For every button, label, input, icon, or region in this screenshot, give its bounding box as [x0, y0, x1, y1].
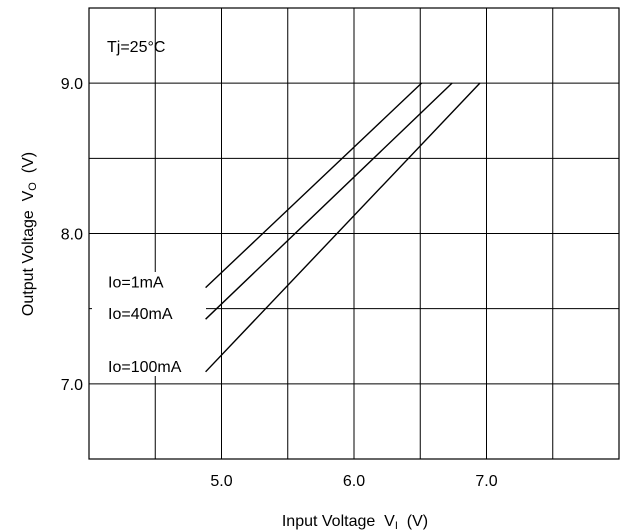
x-tick-label: 5.0 [210, 473, 232, 490]
series-line [205, 82, 423, 289]
series-labels: Io=1mA Io=40mA Io=100mA [108, 275, 182, 376]
x-tick-label: 6.0 [343, 473, 365, 490]
series-label: Io=100mA [108, 359, 182, 376]
y-tick-label: 7.0 [61, 377, 83, 394]
x-tick-labels: 5.0 6.0 7.0 [210, 473, 497, 490]
series-label-background [92, 272, 206, 376]
series-line [205, 82, 453, 320]
y-tick-label: 8.0 [61, 227, 83, 244]
temperature-annotation: Tj=25°C [107, 39, 165, 56]
series-lines [205, 82, 481, 373]
y-tick-labels: 7.0 8.0 9.0 [61, 76, 83, 394]
x-tick-label: 7.0 [475, 473, 497, 490]
plot-frame [88, 7, 620, 460]
x-axis-label: Input Voltage VI (V) [282, 513, 428, 532]
y-tick-label: 9.0 [61, 76, 83, 93]
y-axis-label: Output Voltage VO (V) [20, 152, 39, 316]
series-label: Io=40mA [108, 306, 173, 323]
series-line [205, 82, 481, 373]
grid [89, 8, 619, 459]
series-label: Io=1mA [108, 275, 164, 292]
